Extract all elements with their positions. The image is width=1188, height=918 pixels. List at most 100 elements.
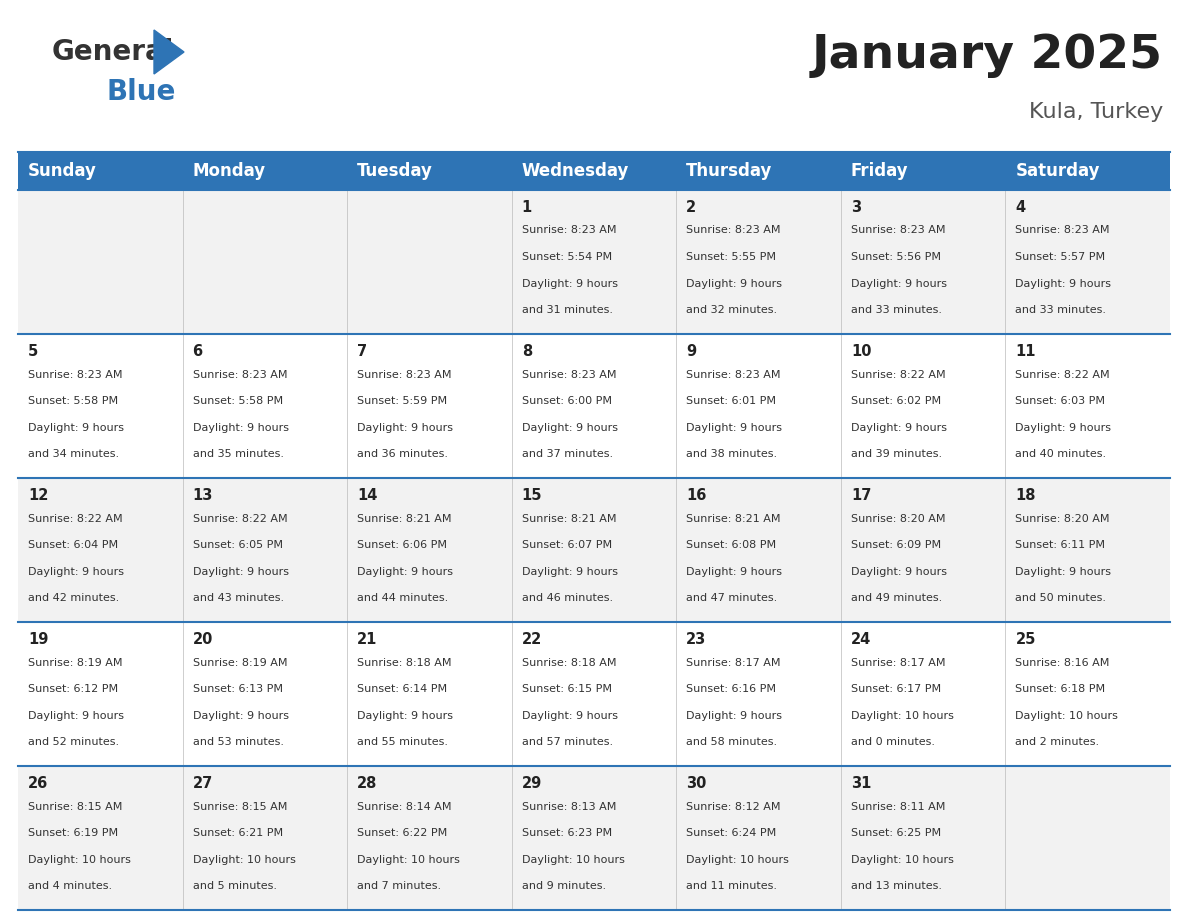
Text: Sunrise: 8:21 AM: Sunrise: 8:21 AM [522, 513, 617, 523]
Text: Sunset: 6:09 PM: Sunset: 6:09 PM [851, 540, 941, 550]
Bar [347, 152, 512, 190]
Bar [841, 190, 1005, 334]
Text: Daylight: 9 hours: Daylight: 9 hours [687, 711, 782, 721]
Text: General: General [52, 38, 175, 66]
Bar [841, 478, 1005, 622]
Text: 31: 31 [851, 776, 871, 791]
Text: 14: 14 [358, 488, 378, 503]
Text: 25: 25 [1016, 632, 1036, 647]
Text: and 31 minutes.: and 31 minutes. [522, 306, 613, 316]
Text: Sunset: 5:57 PM: Sunset: 5:57 PM [1016, 252, 1106, 263]
Text: Sunset: 6:11 PM: Sunset: 6:11 PM [1016, 540, 1105, 550]
Text: Daylight: 9 hours: Daylight: 9 hours [29, 566, 124, 577]
Text: Sunset: 6:15 PM: Sunset: 6:15 PM [522, 684, 612, 694]
Text: Daylight: 9 hours: Daylight: 9 hours [1016, 566, 1112, 577]
Text: and 52 minutes.: and 52 minutes. [29, 737, 119, 747]
Text: and 33 minutes.: and 33 minutes. [851, 306, 942, 316]
Text: Daylight: 10 hours: Daylight: 10 hours [358, 855, 460, 865]
Bar [347, 478, 512, 622]
Bar [183, 334, 347, 478]
Text: 20: 20 [192, 632, 213, 647]
Text: Daylight: 10 hours: Daylight: 10 hours [522, 855, 625, 865]
Bar [676, 622, 841, 766]
Text: Wednesday: Wednesday [522, 162, 630, 180]
Text: Daylight: 9 hours: Daylight: 9 hours [358, 423, 453, 432]
Text: Sunrise: 8:23 AM: Sunrise: 8:23 AM [687, 226, 781, 236]
Text: 23: 23 [687, 632, 707, 647]
Text: 29: 29 [522, 776, 542, 791]
Text: Sunset: 6:06 PM: Sunset: 6:06 PM [358, 540, 447, 550]
Bar [1005, 152, 1170, 190]
Bar [347, 622, 512, 766]
Text: Sunrise: 8:20 AM: Sunrise: 8:20 AM [1016, 513, 1110, 523]
Text: Daylight: 9 hours: Daylight: 9 hours [29, 423, 124, 432]
Text: Daylight: 9 hours: Daylight: 9 hours [851, 423, 947, 432]
Text: and 44 minutes.: and 44 minutes. [358, 593, 448, 603]
Bar [1005, 622, 1170, 766]
Text: Tuesday: Tuesday [358, 162, 432, 180]
Text: 5: 5 [29, 344, 38, 359]
Text: Daylight: 10 hours: Daylight: 10 hours [1016, 711, 1118, 721]
Bar [676, 152, 841, 190]
Text: Daylight: 9 hours: Daylight: 9 hours [1016, 423, 1112, 432]
Text: 13: 13 [192, 488, 213, 503]
Text: and 32 minutes.: and 32 minutes. [687, 306, 777, 316]
Text: Sunrise: 8:23 AM: Sunrise: 8:23 AM [687, 370, 781, 379]
Text: 30: 30 [687, 776, 707, 791]
Text: Daylight: 9 hours: Daylight: 9 hours [1016, 279, 1112, 289]
Text: and 47 minutes.: and 47 minutes. [687, 593, 777, 603]
Text: 28: 28 [358, 776, 378, 791]
Text: Monday: Monday [192, 162, 266, 180]
Text: and 34 minutes.: and 34 minutes. [29, 450, 119, 459]
Text: Daylight: 9 hours: Daylight: 9 hours [687, 566, 782, 577]
Text: Daylight: 9 hours: Daylight: 9 hours [851, 566, 947, 577]
Text: and 58 minutes.: and 58 minutes. [687, 737, 777, 747]
Text: 18: 18 [1016, 488, 1036, 503]
Bar [676, 478, 841, 622]
Text: and 7 minutes.: and 7 minutes. [358, 881, 441, 891]
Text: Sunset: 6:19 PM: Sunset: 6:19 PM [29, 828, 118, 838]
Text: Sunset: 6:12 PM: Sunset: 6:12 PM [29, 684, 118, 694]
Text: Sunrise: 8:17 AM: Sunrise: 8:17 AM [687, 657, 781, 667]
Bar [676, 766, 841, 910]
Text: Sunset: 5:58 PM: Sunset: 5:58 PM [192, 397, 283, 406]
Bar [841, 334, 1005, 478]
Text: Sunrise: 8:23 AM: Sunrise: 8:23 AM [192, 370, 287, 379]
Bar [18, 622, 183, 766]
Text: and 42 minutes.: and 42 minutes. [29, 593, 119, 603]
Text: Thursday: Thursday [687, 162, 772, 180]
Text: Sunset: 6:22 PM: Sunset: 6:22 PM [358, 828, 448, 838]
Text: 15: 15 [522, 488, 542, 503]
Text: Sunrise: 8:12 AM: Sunrise: 8:12 AM [687, 801, 781, 812]
Text: 19: 19 [29, 632, 49, 647]
Text: and 57 minutes.: and 57 minutes. [522, 737, 613, 747]
Bar [512, 478, 676, 622]
Bar [18, 766, 183, 910]
Text: and 39 minutes.: and 39 minutes. [851, 450, 942, 459]
Text: Sunrise: 8:18 AM: Sunrise: 8:18 AM [522, 657, 617, 667]
Text: Sunrise: 8:22 AM: Sunrise: 8:22 AM [29, 513, 122, 523]
Text: Daylight: 9 hours: Daylight: 9 hours [192, 711, 289, 721]
Bar [1005, 334, 1170, 478]
Text: Sunrise: 8:15 AM: Sunrise: 8:15 AM [29, 801, 122, 812]
Polygon shape [154, 30, 184, 74]
Text: Sunrise: 8:16 AM: Sunrise: 8:16 AM [1016, 657, 1110, 667]
Text: 1: 1 [522, 200, 532, 215]
Bar [183, 152, 347, 190]
Text: 22: 22 [522, 632, 542, 647]
Bar [1005, 766, 1170, 910]
Text: Sunset: 6:16 PM: Sunset: 6:16 PM [687, 684, 776, 694]
Text: Sunrise: 8:23 AM: Sunrise: 8:23 AM [522, 226, 617, 236]
Text: 16: 16 [687, 488, 707, 503]
Text: Sunrise: 8:14 AM: Sunrise: 8:14 AM [358, 801, 451, 812]
Text: Sunday: Sunday [29, 162, 97, 180]
Text: Sunset: 6:00 PM: Sunset: 6:00 PM [522, 397, 612, 406]
Text: and 53 minutes.: and 53 minutes. [192, 737, 284, 747]
Text: 17: 17 [851, 488, 871, 503]
Text: Sunrise: 8:18 AM: Sunrise: 8:18 AM [358, 657, 451, 667]
Text: Daylight: 9 hours: Daylight: 9 hours [192, 423, 289, 432]
Text: Saturday: Saturday [1016, 162, 1100, 180]
Bar [18, 152, 183, 190]
Text: and 43 minutes.: and 43 minutes. [192, 593, 284, 603]
Text: Sunrise: 8:23 AM: Sunrise: 8:23 AM [851, 226, 946, 236]
